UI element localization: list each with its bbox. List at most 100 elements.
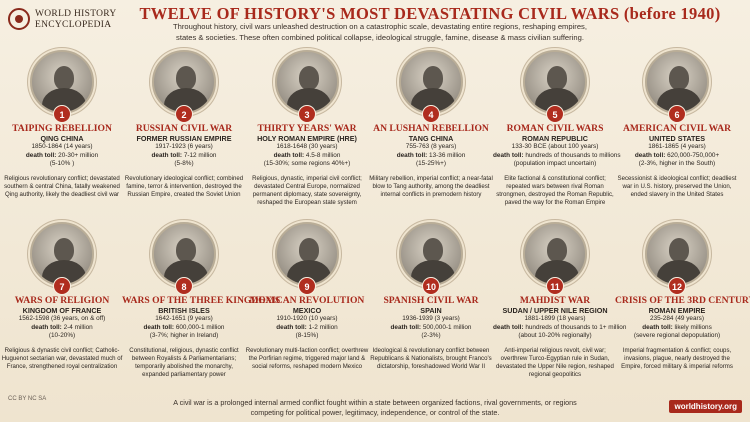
death-toll-label: death toll: <box>31 323 62 331</box>
death-toll-value: 7-12 million <box>183 151 217 159</box>
site-url[interactable]: worldhistory.org <box>669 400 742 413</box>
rank-badge: 6 <box>668 105 686 123</box>
portrait-head <box>423 238 443 262</box>
death-toll-label: death toll: <box>276 323 307 331</box>
page-title: TWELVE OF HISTORY'S MOST DEVASTATING CIV… <box>139 4 721 23</box>
death-toll-value: 20-30+ million <box>58 151 99 159</box>
death-toll-label: death toll: <box>634 151 666 159</box>
war-description: Religious, dynastic, imperial civil conf… <box>252 174 362 207</box>
war-card: 11 MAHDIST WAR SUDAN / UPPER NILE REGION 18… <box>493 222 626 379</box>
portrait-head <box>669 238 689 262</box>
rank-badge: 5 <box>546 105 564 123</box>
death-toll-label: death toll: <box>151 151 183 159</box>
war-dates: 1910-1920 (10 years) <box>276 315 338 322</box>
death-toll-label: death toll: <box>143 323 175 331</box>
war-card: 5 ROMAN CIVIL WARS ROMAN REPUBLIC 133-30 BC… <box>493 50 621 207</box>
war-dates: 235-284 (49 years) <box>650 315 704 322</box>
portrait-head <box>547 66 567 90</box>
death-toll: death toll: likely millions <box>615 324 739 333</box>
war-name: RUSSIAN CIVIL WAR <box>135 123 233 134</box>
rank-badge: 10 <box>422 277 440 295</box>
war-card: 4 AN LUSHAN REBELLION TANG CHINA 755-763 (8… <box>369 50 493 199</box>
intro-text: Throughout history, civil wars unleashed… <box>173 22 587 42</box>
war-description: Constitutional, religious, dynastic conf… <box>129 346 239 379</box>
war-dates: 1618-1648 (30 years) <box>276 143 338 150</box>
war-name: TAIPING REBELLION <box>12 123 112 134</box>
site-logo[interactable]: WORLD HISTORY ENCYCLOPEDIA <box>8 5 133 37</box>
war-description: Revolutionary multi-faction conflict; ov… <box>245 346 369 370</box>
war-name: MAHDIST WAR <box>519 295 591 306</box>
population-share: (8-15%) <box>295 332 319 339</box>
death-toll-label: death toll: <box>396 151 428 159</box>
portrait-head <box>176 66 196 90</box>
portrait-head <box>176 238 196 262</box>
death-toll-value: 13-36 million <box>429 151 466 159</box>
death-toll: death toll: 1-2 million <box>245 324 369 333</box>
war-description: Elite factional & constitutional conflic… <box>496 174 614 207</box>
logo-line-2: ENCYCLOPEDIA <box>35 20 112 30</box>
war-region: KINGDOM OF FRANCE <box>22 306 102 315</box>
war-dates: 1850-1864 (14 years) <box>31 143 93 150</box>
portrait-head <box>547 238 567 262</box>
war-card: 3 THIRTY YEARS' WAR HOLY ROMAN EMPIRE (HRE… <box>245 50 369 207</box>
war-card: 12 CRISIS OF THE 3RD CENTURY ROMAN EMPIRE 2… <box>615 222 750 371</box>
rank-badge: 1 <box>53 105 71 123</box>
death-toll-value: 600,000-1 million <box>175 323 225 331</box>
definition-footer: A civil war is a prolonged internal arme… <box>173 398 577 417</box>
war-dates: 1642-1651 (9 years) <box>155 315 213 322</box>
death-toll: death toll: 2-4 million <box>0 324 124 333</box>
license-badge: CC BY NC SA <box>8 396 47 402</box>
death-toll: death toll: 7-12 million <box>122 152 246 161</box>
death-toll: death toll: 4.5-8 million <box>245 152 369 161</box>
rank-badge: 12 <box>668 277 686 295</box>
portrait-image <box>523 50 587 114</box>
death-toll-value: hundreds of thousands to 1+ million <box>525 323 627 331</box>
rank-badge: 8 <box>175 277 193 295</box>
war-region: MEXICO <box>292 306 322 315</box>
rank-badge: 2 <box>175 105 193 123</box>
war-dates: 1936-1939 (3 years) <box>402 315 460 322</box>
globe-icon <box>8 8 30 30</box>
death-toll: death toll: 20-30+ million <box>0 152 124 161</box>
portrait-head <box>423 66 443 90</box>
death-toll-label: death toll: <box>493 323 524 331</box>
death-toll: death toll: 13-36 million <box>369 152 493 161</box>
war-name: AN LUSHAN REBELLION <box>373 123 489 134</box>
death-toll-value: 500,000-1 million <box>422 323 472 331</box>
death-toll-value: likely millions <box>674 323 712 331</box>
death-toll-value: 1-2 million <box>308 323 338 331</box>
portrait-head <box>299 238 319 262</box>
war-dates: 1881-1899 (18 years) <box>524 315 586 322</box>
rank-badge: 9 <box>298 277 316 295</box>
death-toll-value: 4.5-8 million <box>305 151 341 159</box>
death-toll-label: death toll: <box>493 151 524 159</box>
war-description: Secessionist & ideological conflict; dea… <box>617 174 737 198</box>
logo-line-1: WORLD HISTORY <box>35 9 117 19</box>
war-name: MEXICAN REVOLUTION <box>249 295 365 306</box>
death-toll: death toll: hundreds of thousands to mil… <box>493 151 621 161</box>
death-toll-value: 620,000-750,000+ <box>667 151 720 159</box>
war-dates: 133-30 BCE (about 100 years) <box>511 143 599 150</box>
population-share: (5-10% ) <box>49 160 75 167</box>
rank-badge: 7 <box>53 277 71 295</box>
war-name: ROMAN CIVIL WARS <box>506 123 604 134</box>
war-dates: 1917-1923 (6 years) <box>155 143 213 150</box>
war-dates: 755-763 (8 years) <box>405 143 457 150</box>
population-share: (3-7%; higher in Ireland) <box>149 332 219 339</box>
rank-badge: 11 <box>546 277 564 295</box>
population-share: (15-25%+) <box>415 160 446 167</box>
death-toll-label: death toll: <box>273 151 305 159</box>
war-region: TANG CHINA <box>408 134 454 143</box>
rank-badge: 4 <box>422 105 440 123</box>
population-share: (severe regional depopulation) <box>633 332 721 339</box>
population-share: (2-3%, higher in the South) <box>638 160 716 167</box>
war-description: Revolutionary ideological conflict; comb… <box>124 174 244 198</box>
war-description: Imperial fragmentation & conflict; coups… <box>621 346 733 370</box>
portrait-image <box>399 222 463 286</box>
war-region: FORMER RUSSIAN EMPIRE <box>136 134 232 143</box>
death-toll: death toll: 620,000-750,000+ <box>615 152 739 161</box>
portrait-image <box>30 50 94 114</box>
war-name: SPANISH CIVIL WAR <box>383 295 479 306</box>
death-toll-label: death toll: <box>25 151 57 159</box>
